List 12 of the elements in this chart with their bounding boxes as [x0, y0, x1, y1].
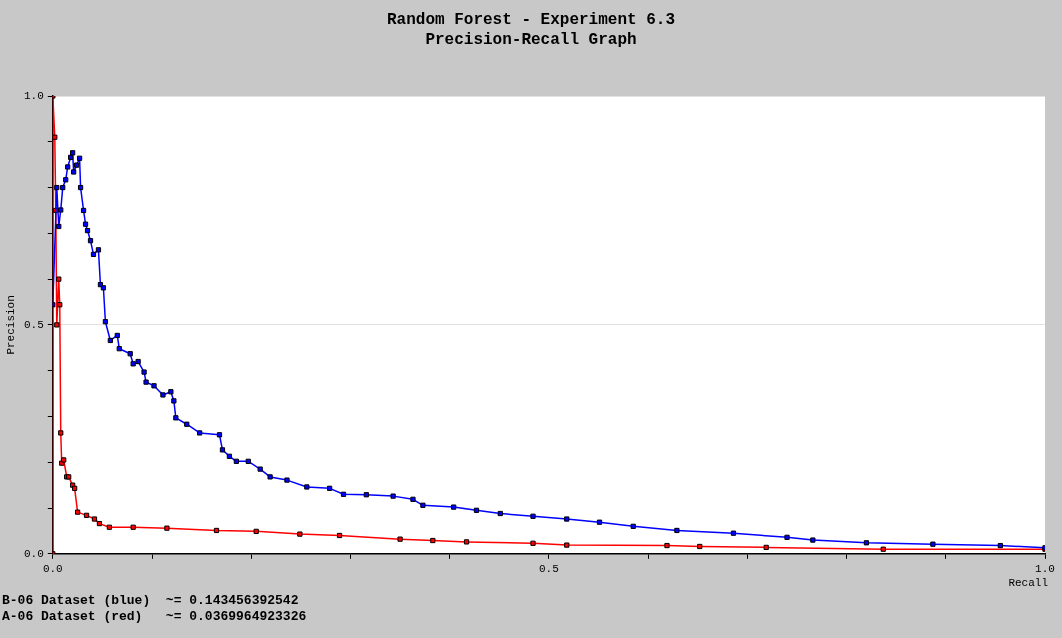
x-axis-title: Recall: [1008, 576, 1048, 589]
x-tick-label: 1.0: [1035, 563, 1055, 576]
chart-title: Random Forest - Experiment 6.3: [386, 11, 676, 29]
text: A-06 Dataset (red) ~= 0.0369964923326: [2, 609, 307, 624]
y-tick-label: 0.5: [23, 318, 44, 331]
x-tick-label: 0.0: [42, 563, 63, 576]
chart-subtitle: Precision-Recall Graph: [425, 31, 637, 49]
x-tick-label: 0.5: [539, 563, 559, 576]
y-axis-title: Precision: [5, 295, 17, 355]
text: B-06 Dataset (blue) ~= 0.143456392542: [2, 593, 299, 608]
y-tick-label: 0.0: [23, 547, 44, 560]
y-tick-label: 1.0: [23, 89, 44, 102]
